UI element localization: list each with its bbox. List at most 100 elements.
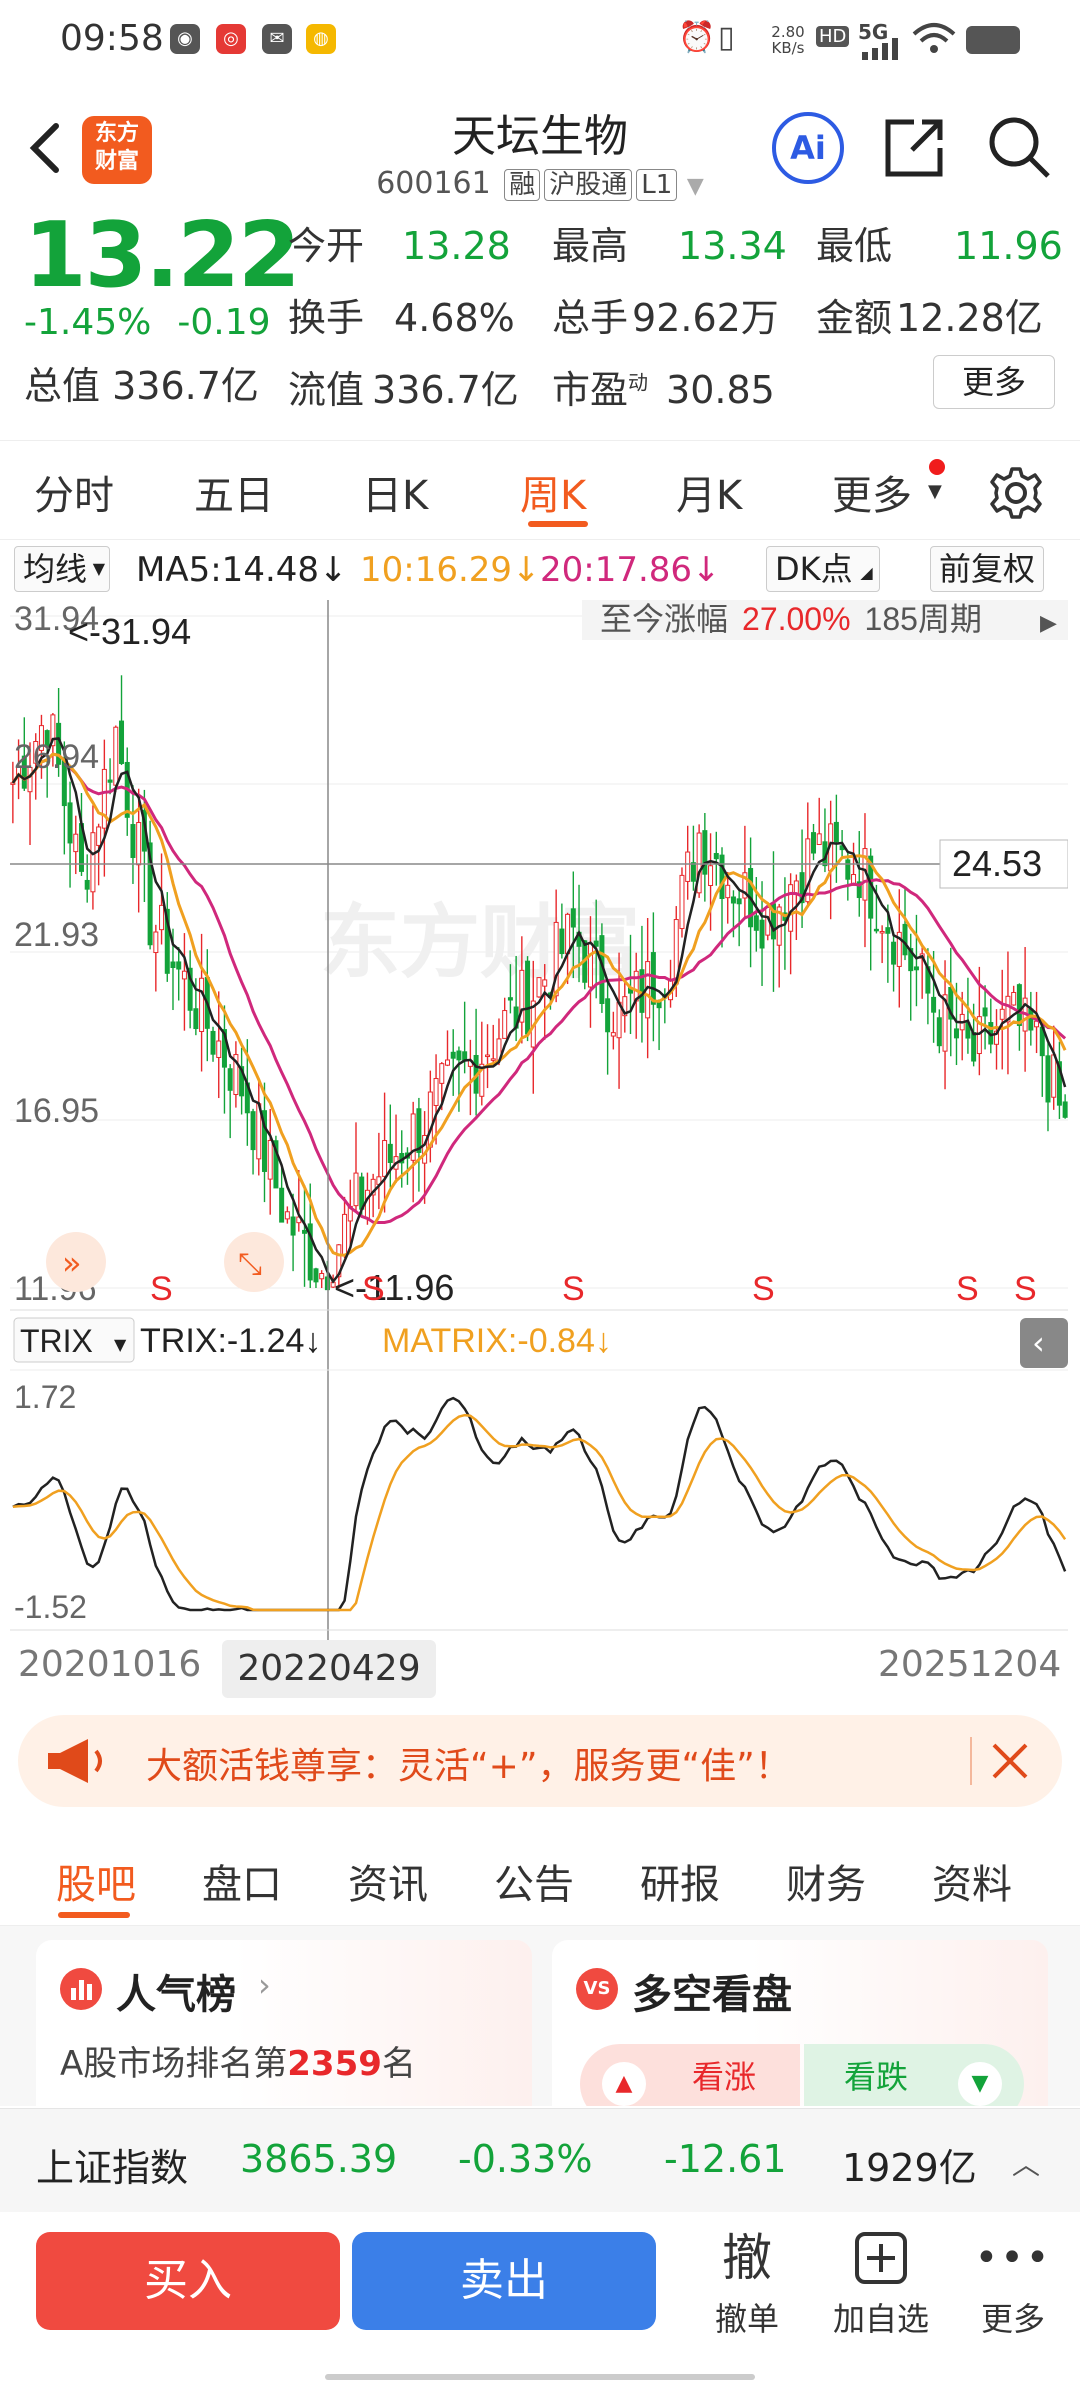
min-price-marker: <-11.96 — [334, 1267, 454, 1308]
share-icon[interactable] — [882, 116, 946, 180]
more-actions-button[interactable]: ••• 更多 — [958, 2226, 1068, 2340]
ma5-line — [11, 737, 1067, 1284]
dk-point-selector[interactable]: DK点 ◢ — [766, 546, 880, 592]
open-label: 今开 — [288, 224, 365, 268]
sell-signal-marker: S — [150, 1270, 173, 1308]
tab-weekly-k[interactable]: 周K — [520, 473, 587, 519]
candle-body — [444, 1059, 450, 1066]
chevron-right-icon: ▶ — [1040, 611, 1057, 636]
index-amount: 1929亿 — [842, 2146, 977, 2190]
y-label: 31.94 — [14, 600, 99, 638]
matrix-line — [12, 1413, 1067, 1612]
double-chevron-icon: » — [62, 1244, 82, 1282]
period-tabs: 分时 五日 日K 周K 月K 更多 ▼ — [0, 440, 1080, 540]
collapse-panel-button[interactable] — [1020, 1318, 1068, 1368]
candle-body — [982, 1007, 988, 1017]
buy-button[interactable]: 买入 — [36, 2232, 340, 2330]
tab-announcements[interactable]: 公告 — [494, 1862, 574, 1908]
candle-body — [107, 779, 113, 783]
back-arrow-icon[interactable] — [22, 118, 72, 178]
settings-gear-icon[interactable] — [988, 465, 1044, 521]
y-axis-labels: 31.94 26.94 21.93 16.95 11.96 — [14, 600, 99, 1308]
candle-body — [502, 1010, 508, 1039]
info-tabs: 股吧 盘口 资讯 公告 研报 财务 资料 — [0, 1830, 1080, 1926]
index-pct: -0.33% — [458, 2137, 593, 2181]
tab-orderbook[interactable]: 盘口 — [202, 1862, 282, 1908]
candle-body — [267, 1140, 273, 1180]
dropdown-triangle-icon: ▼ — [114, 1335, 127, 1354]
pe-label: 市盈 — [552, 368, 629, 412]
tag-level: L1 — [636, 169, 678, 201]
max-price-marker: <-31.94 — [68, 611, 191, 652]
candle-body — [290, 1216, 296, 1236]
candle-body — [50, 714, 56, 747]
amount-label: 金额 — [816, 296, 893, 340]
bear-vote-button[interactable]: 看跌 ▼ — [804, 2044, 1024, 2106]
fullscreen-button[interactable] — [224, 1232, 284, 1292]
tab-more-periods[interactable]: 更多 — [832, 473, 912, 519]
trix-selector[interactable] — [13, 1317, 135, 1363]
index-ticker[interactable]: 上证指数 3865.39 -0.33% -12.61 1929亿 ︿ — [0, 2108, 1080, 2212]
tab-news[interactable]: 资讯 — [348, 1862, 428, 1908]
dropdown-triangle-icon: ▼ — [686, 174, 704, 199]
volume-cell: 总手 92.62万 — [552, 287, 779, 342]
candle-body — [519, 969, 525, 1023]
open-cell: 今开 13.28 — [288, 215, 511, 270]
add-watchlist-button[interactable]: 加自选 — [826, 2226, 936, 2340]
expand-indicators-button[interactable] — [46, 1232, 106, 1292]
candle-body — [685, 851, 691, 882]
sell-signal-marker: S — [362, 1270, 385, 1308]
cancel-order-button[interactable]: 撤 撤单 — [692, 2226, 802, 2340]
ma5-value: MA5:14.48↓ — [136, 550, 348, 590]
total-cap-label: 总值 — [24, 364, 101, 408]
tab-five-day[interactable]: 五日 — [194, 473, 274, 519]
total-cap-value: 336.7亿 — [112, 364, 259, 408]
stock-code-line[interactable]: 600161 融沪股通 L1 ▼ — [0, 164, 1080, 201]
tab-monthly-k[interactable]: 月K — [676, 473, 743, 519]
indicator-selector[interactable]: 均线 ▼ — [14, 546, 111, 592]
status-bar: 09:58 ◉ ◎ ✉ ◍ ⏰ ▯ 2.80 KB/s HD 5G — [0, 0, 1080, 80]
candle-body — [307, 1223, 313, 1281]
bull-vote-button[interactable]: ▲ 看涨 — [580, 2044, 800, 2106]
eastmoney-logo[interactable]: 东方财富 — [82, 116, 152, 184]
candle-body — [239, 1066, 245, 1097]
candle-body — [999, 1008, 1005, 1020]
candle-body — [605, 998, 611, 1033]
float-cap-label: 流值 — [288, 368, 365, 412]
promo-banner[interactable]: 大额活钱尊享：灵活“+”，服务更“佳”！ — [18, 1715, 1062, 1807]
candle-body — [788, 884, 794, 932]
tab-research[interactable]: 研报 — [640, 1862, 720, 1908]
candle-body — [713, 853, 719, 860]
home-indicator — [325, 2374, 755, 2380]
range-gain-bar[interactable] — [582, 600, 1068, 640]
popularity-card[interactable]: 人气榜 › A股市场排名第2359名 — [36, 1940, 532, 2106]
turnover-cell: 换手 4.68% — [288, 287, 515, 342]
turnover-label: 换手 — [288, 296, 365, 340]
candle-body — [136, 822, 142, 866]
kline-chart-area[interactable]: 东方财富 31.94 26.94 21.93 16.95 11.96 <-31.… — [10, 600, 1069, 1640]
candle-body — [1051, 1054, 1057, 1098]
y-label: 26.94 — [14, 738, 99, 776]
active-tab-indicator — [528, 521, 588, 527]
tab-profile[interactable]: 资料 — [932, 1862, 1012, 1908]
ai-assistant-button[interactable]: Ai — [772, 112, 844, 184]
candle-body — [753, 915, 759, 931]
adjust-mode-button[interactable]: 前复权 — [930, 546, 1045, 592]
chevron-up-icon[interactable]: ︿ — [1012, 2148, 1041, 2181]
search-icon[interactable] — [986, 114, 1052, 180]
candle-body — [610, 1032, 616, 1037]
more-quote-button[interactable]: 更多 — [933, 355, 1055, 409]
rank-value: 2359 — [287, 2044, 382, 2084]
tab-intraday[interactable]: 分时 — [34, 473, 114, 519]
sell-button[interactable]: 卖出 — [352, 2232, 656, 2330]
candle-body — [719, 854, 725, 899]
tab-forum[interactable]: 股吧 — [56, 1862, 136, 1908]
bull-bear-card[interactable]: VS 多空看盘 ▲ 看涨 看跌 ▼ — [552, 1940, 1048, 2106]
tab-financials[interactable]: 财务 — [786, 1862, 866, 1908]
close-icon[interactable] — [988, 1739, 1032, 1783]
index-name: 上证指数 — [36, 2146, 189, 2190]
current-price: 13.22 — [24, 203, 301, 308]
tab-daily-k[interactable]: 日K — [362, 473, 429, 519]
candle-body — [342, 1213, 348, 1256]
kline-svg[interactable]: 东方财富 31.94 26.94 21.93 16.95 11.96 <-31.… — [10, 600, 1069, 1640]
